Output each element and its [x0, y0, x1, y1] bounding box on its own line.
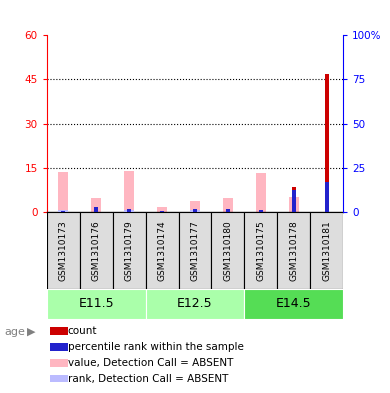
FancyBboxPatch shape [277, 212, 310, 289]
Text: GSM1310179: GSM1310179 [125, 220, 134, 281]
FancyBboxPatch shape [47, 289, 145, 319]
Bar [193, 211, 197, 212]
Text: GSM1310173: GSM1310173 [59, 220, 68, 281]
FancyBboxPatch shape [47, 212, 80, 289]
Bar [50, 327, 67, 335]
FancyBboxPatch shape [113, 212, 145, 289]
Bar [94, 210, 98, 212]
Text: rank, Detection Call = ABSENT: rank, Detection Call = ABSENT [67, 373, 228, 384]
FancyBboxPatch shape [145, 212, 179, 289]
Bar [58, 172, 68, 212]
Bar [325, 73, 329, 212]
Text: percentile rank within the sample: percentile rank within the sample [67, 342, 243, 352]
Bar [61, 211, 65, 212]
Text: ▶: ▶ [27, 327, 36, 337]
Text: GSM1310175: GSM1310175 [256, 220, 265, 281]
FancyBboxPatch shape [179, 212, 211, 289]
Bar [292, 191, 296, 212]
Bar [193, 209, 197, 212]
Bar [259, 211, 263, 212]
Bar [124, 210, 134, 212]
Text: age: age [4, 327, 25, 337]
Text: GSM1310174: GSM1310174 [158, 220, 167, 281]
Bar [160, 211, 164, 212]
Bar [50, 359, 67, 367]
Text: value, Detection Call = ABSENT: value, Detection Call = ABSENT [67, 358, 233, 368]
Text: count: count [67, 326, 97, 336]
FancyBboxPatch shape [145, 289, 245, 319]
Text: GSM1310177: GSM1310177 [190, 220, 200, 281]
Bar [91, 198, 101, 212]
Bar [190, 210, 200, 212]
Bar [259, 210, 263, 212]
Bar [50, 375, 67, 382]
Bar [223, 198, 233, 212]
Bar [50, 343, 67, 351]
Bar [256, 173, 266, 212]
Text: GSM1310178: GSM1310178 [289, 220, 298, 281]
Bar [157, 207, 167, 212]
Text: GSM1310181: GSM1310181 [322, 220, 331, 281]
Text: E12.5: E12.5 [177, 298, 213, 310]
Bar [61, 211, 65, 212]
FancyBboxPatch shape [245, 212, 277, 289]
Bar [127, 209, 131, 212]
Text: GSM1310180: GSM1310180 [223, 220, 232, 281]
Bar [289, 197, 299, 212]
Bar [226, 209, 230, 212]
FancyBboxPatch shape [245, 289, 343, 319]
Text: GSM1310176: GSM1310176 [92, 220, 101, 281]
Bar [94, 207, 98, 212]
FancyBboxPatch shape [211, 212, 245, 289]
Bar [325, 182, 329, 212]
Bar [292, 187, 296, 212]
Bar [226, 211, 230, 212]
Bar [127, 211, 131, 212]
Bar [58, 210, 68, 212]
Bar [124, 171, 134, 212]
Bar [190, 201, 200, 212]
Text: E11.5: E11.5 [78, 298, 114, 310]
Bar [160, 211, 164, 212]
FancyBboxPatch shape [80, 212, 113, 289]
Text: E14.5: E14.5 [276, 298, 312, 310]
FancyBboxPatch shape [310, 212, 343, 289]
